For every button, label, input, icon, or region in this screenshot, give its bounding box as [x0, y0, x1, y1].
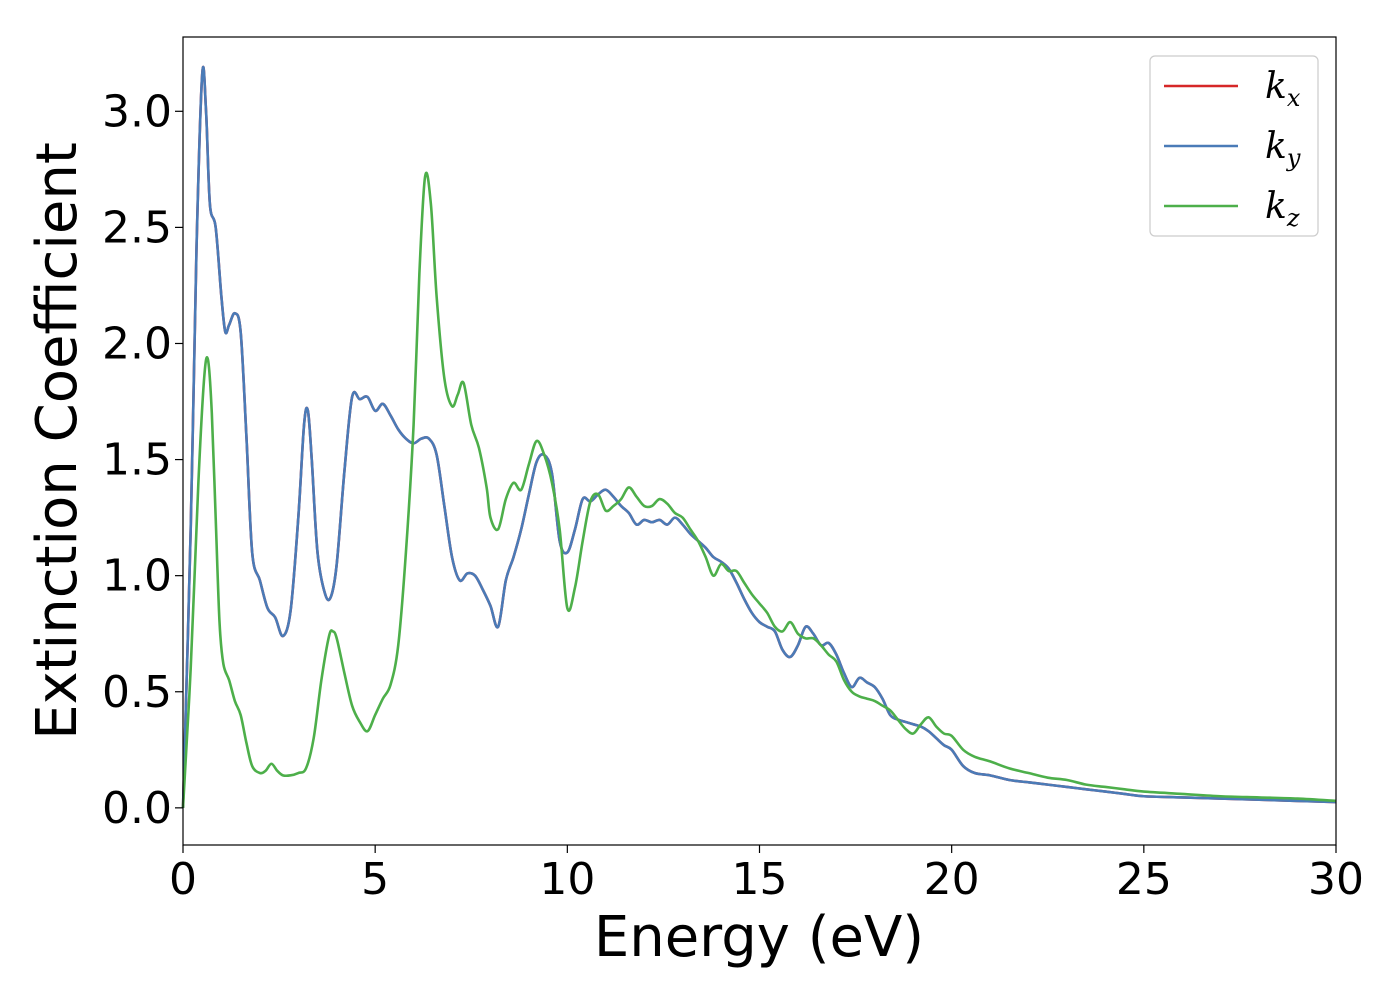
y-axis-ticks: 0.0 0.5 1.0 1.5 2.0 2.5 3.0	[102, 86, 183, 834]
y-tick-label: 3.0	[102, 86, 172, 137]
plot-background	[183, 37, 1336, 845]
y-tick-label: 1.0	[102, 551, 172, 602]
legend: kx ky kz	[1149, 55, 1319, 237]
series-line-kz	[181, 171, 1337, 808]
x-tick-label: 30	[1308, 854, 1364, 905]
series-line-ky	[181, 65, 1337, 808]
x-tick-label: 10	[539, 854, 595, 905]
y-axis-title: Extinction Coefficient	[25, 142, 90, 740]
x-axis-ticks: 0 5 10 15 20 25 30	[169, 845, 1364, 905]
y-tick-label: 2.5	[102, 202, 172, 253]
x-tick-label: 20	[924, 854, 980, 905]
x-tick-label: 0	[169, 854, 197, 905]
legend-label-kx: kx	[1265, 66, 1301, 112]
legend-label-kz: kz	[1265, 186, 1300, 232]
y-tick-label: 0.5	[102, 667, 172, 718]
x-tick-label: 5	[361, 854, 389, 905]
y-tick-label: 0.0	[102, 783, 172, 834]
x-axis-title: Energy (eV)	[594, 905, 924, 970]
x-tick-label: 25	[1116, 854, 1172, 905]
x-tick-label: 15	[732, 854, 788, 905]
legend-label-ky: ky	[1265, 126, 1301, 172]
series-layer	[181, 65, 1337, 808]
y-tick-label: 2.0	[102, 318, 172, 369]
y-tick-label: 1.5	[102, 435, 172, 486]
